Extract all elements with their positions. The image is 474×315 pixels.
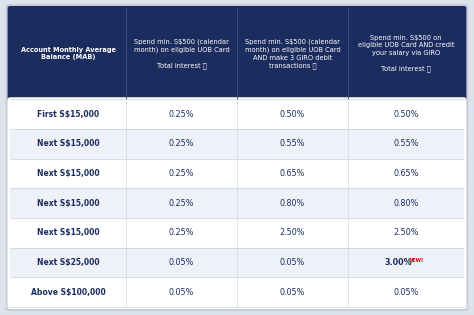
Text: 0.25%: 0.25% [169,199,194,208]
Text: NEW!: NEW! [409,258,424,263]
Text: 0.25%: 0.25% [169,110,194,118]
FancyBboxPatch shape [6,4,468,311]
Text: 0.05%: 0.05% [280,258,305,267]
Text: Next S$15,000: Next S$15,000 [37,199,100,208]
Text: Spend min. S$500 on
eligible UOB Card AND credit
your salary via GIRO

Total int: Spend min. S$500 on eligible UOB Card AN… [357,35,454,72]
Text: 0.55%: 0.55% [393,139,419,148]
Text: 0.65%: 0.65% [280,169,305,178]
Text: Next S$25,000: Next S$25,000 [37,258,100,267]
Text: 0.05%: 0.05% [169,258,194,267]
Text: Spend min. S$500 (calendar
month) on eligible UOB Card

Total interest ⓘ: Spend min. S$500 (calendar month) on eli… [134,38,229,69]
Text: 0.80%: 0.80% [393,199,419,208]
FancyBboxPatch shape [10,129,464,158]
Text: 0.25%: 0.25% [169,139,194,148]
Text: Next S$15,000: Next S$15,000 [37,169,100,178]
Text: 0.05%: 0.05% [393,288,419,297]
FancyBboxPatch shape [8,97,466,309]
Text: 0.25%: 0.25% [169,228,194,237]
FancyBboxPatch shape [8,6,466,101]
Text: Above S$100,000: Above S$100,000 [31,288,106,297]
Text: First S$15,000: First S$15,000 [37,110,99,118]
Text: 2.50%: 2.50% [393,228,419,237]
Text: 0.55%: 0.55% [280,139,305,148]
Text: 3.00%: 3.00% [384,258,412,267]
FancyBboxPatch shape [10,248,464,278]
Text: 0.25%: 0.25% [169,169,194,178]
Text: 2.50%: 2.50% [280,228,305,237]
Text: 0.05%: 0.05% [280,288,305,297]
Text: Next S$15,000: Next S$15,000 [37,139,100,148]
Text: Spend min. S$500 (calendar
month) on eligible UOB Card
AND make 3 GIRO debit
tra: Spend min. S$500 (calendar month) on eli… [245,38,340,69]
Text: 0.50%: 0.50% [280,110,305,118]
Text: 0.80%: 0.80% [280,199,305,208]
FancyBboxPatch shape [10,188,464,218]
Text: 0.05%: 0.05% [169,288,194,297]
Text: 0.65%: 0.65% [393,169,419,178]
Text: Next S$15,000: Next S$15,000 [37,228,100,237]
Text: Account Monthly Average
Balance (MAB): Account Monthly Average Balance (MAB) [21,47,116,60]
Text: 0.50%: 0.50% [393,110,419,118]
